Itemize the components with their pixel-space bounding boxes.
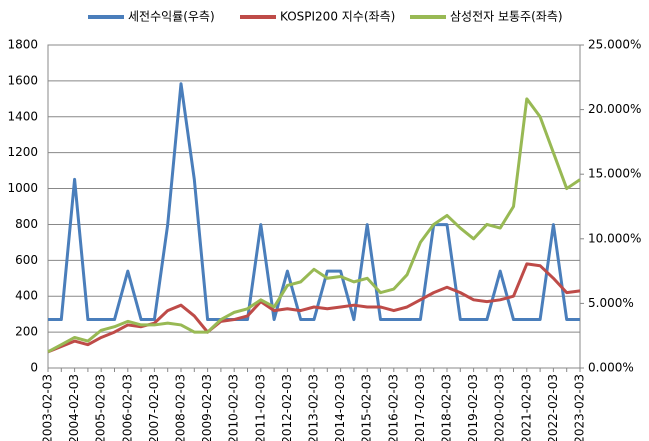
x-tick-label: 2023-02-03	[573, 374, 587, 441]
y-tick-label: 400	[15, 289, 38, 303]
x-tick-label: 2006-02-03	[120, 374, 134, 441]
x-tick-label: 2009-02-03	[200, 374, 214, 441]
x-tick-label: 2022-02-03	[546, 374, 560, 441]
legend-label: 삼성전자 보통주(좌측)	[450, 10, 563, 24]
x-tick-label: 2019-02-03	[466, 374, 480, 441]
y2-tick-label: 10.000%	[588, 231, 641, 245]
y-tick-label: 1600	[7, 73, 38, 87]
x-tick-label: 2020-02-03	[493, 374, 507, 441]
x-tick-label: 2004-02-03	[67, 374, 81, 441]
y2-tick-label: 5.000%	[588, 296, 634, 310]
y-tick-label: 600	[15, 253, 38, 267]
legend-label: KOSPI200 지수(좌측)	[280, 10, 395, 24]
y2-tick-label: 0.000%	[588, 361, 634, 375]
series-line	[48, 82, 580, 322]
x-tick-label: 2010-02-03	[227, 374, 241, 441]
y-tick-label: 1800	[7, 38, 38, 52]
series-line	[47, 262, 581, 354]
y2-tick-label: 20.000%	[588, 102, 641, 116]
x-tick-label: 2011-02-03	[253, 374, 267, 441]
x-tick-label: 2005-02-03	[94, 374, 108, 441]
x-tick-label: 2008-02-03	[174, 374, 188, 441]
series-line	[47, 97, 581, 354]
y2-tick-label: 25.000%	[588, 38, 641, 52]
y-tick-label: 200	[15, 325, 38, 339]
x-tick-label: 2016-02-03	[386, 374, 400, 441]
y2-tick-label: 15.000%	[588, 167, 641, 181]
x-tick-label: 2012-02-03	[280, 374, 294, 441]
y-tick-label: 0	[30, 361, 38, 375]
legend-label: 세전수익률(우측)	[128, 10, 215, 24]
x-tick-label: 2021-02-03	[519, 374, 533, 441]
x-tick-label: 2014-02-03	[333, 374, 347, 441]
x-tick-label: 2018-02-03	[440, 374, 454, 441]
y-tick-label: 1000	[7, 181, 38, 195]
x-tick-label: 2015-02-03	[360, 374, 374, 441]
x-tick-label: 2013-02-03	[307, 374, 321, 441]
y-tick-label: 1400	[7, 109, 38, 123]
x-tick-label: 2017-02-03	[413, 374, 427, 441]
y-tick-label: 1200	[7, 145, 38, 159]
y-tick-label: 800	[15, 217, 38, 231]
x-tick-label: 2007-02-03	[147, 374, 161, 441]
x-tick-label: 2003-02-03	[41, 374, 55, 441]
